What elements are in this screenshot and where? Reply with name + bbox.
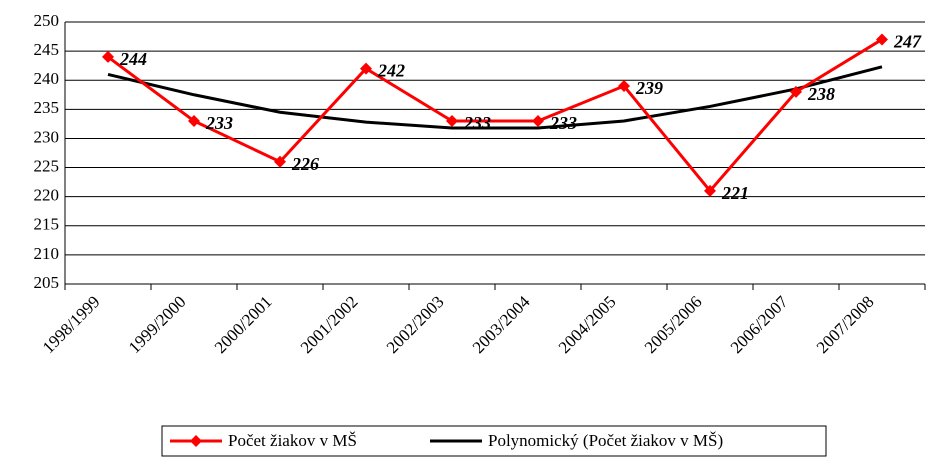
- x-tick-label: 2004/2005: [555, 292, 620, 357]
- marker: [618, 80, 630, 93]
- legend-box: [161, 425, 827, 457]
- y-tick-label: 225: [34, 156, 60, 175]
- data-label: 238: [807, 84, 835, 104]
- y-tick-label: 215: [34, 215, 60, 234]
- y-tick-label: 235: [34, 98, 60, 117]
- data-label: 239: [635, 78, 663, 98]
- trend-line: [107, 65, 883, 130]
- data-line: [107, 38, 883, 194]
- marker: [532, 114, 544, 127]
- y-tick-label: 240: [34, 69, 60, 88]
- x-tick-label: 2006/2007: [727, 292, 792, 357]
- data-label: 221: [721, 183, 749, 203]
- data-label: 242: [377, 61, 405, 81]
- marker: [704, 184, 716, 197]
- y-tick-label: 230: [34, 127, 60, 146]
- marker: [876, 33, 888, 46]
- y-tick-label: 210: [34, 244, 60, 263]
- x-tick-label: 1999/2000: [125, 292, 190, 357]
- legend-marker: [190, 435, 202, 447]
- legend-label: Počet žiakov v MŠ: [228, 431, 357, 450]
- data-label: 244: [119, 49, 147, 69]
- marker: [446, 114, 458, 127]
- y-tick-label: 250: [34, 11, 60, 30]
- data-label: 233: [205, 113, 233, 133]
- x-tick-label: 2003/2004: [469, 292, 534, 357]
- x-tick-label: 1998/1999: [39, 292, 104, 357]
- marker: [188, 114, 200, 127]
- y-tick-label: 205: [34, 273, 60, 292]
- x-tick-label: 2002/2003: [383, 292, 448, 357]
- y-tick-label: 245: [34, 40, 60, 59]
- marker: [360, 62, 372, 75]
- marker: [102, 50, 114, 63]
- data-label: 226: [291, 154, 319, 174]
- legend-label: Polynomický (Počet žiakov v MŠ): [488, 431, 723, 450]
- x-tick-label: 2005/2006: [641, 292, 706, 357]
- data-label: 233: [549, 113, 577, 133]
- x-tick-label: 2001/2002: [297, 292, 362, 357]
- data-label: 247: [893, 32, 922, 52]
- marker: [790, 85, 802, 98]
- y-tick-label: 220: [34, 186, 60, 205]
- x-tick-label: 2000/2001: [211, 292, 276, 357]
- x-tick-label: 2007/2008: [813, 292, 878, 357]
- marker: [274, 155, 286, 168]
- data-label: 233: [463, 113, 491, 133]
